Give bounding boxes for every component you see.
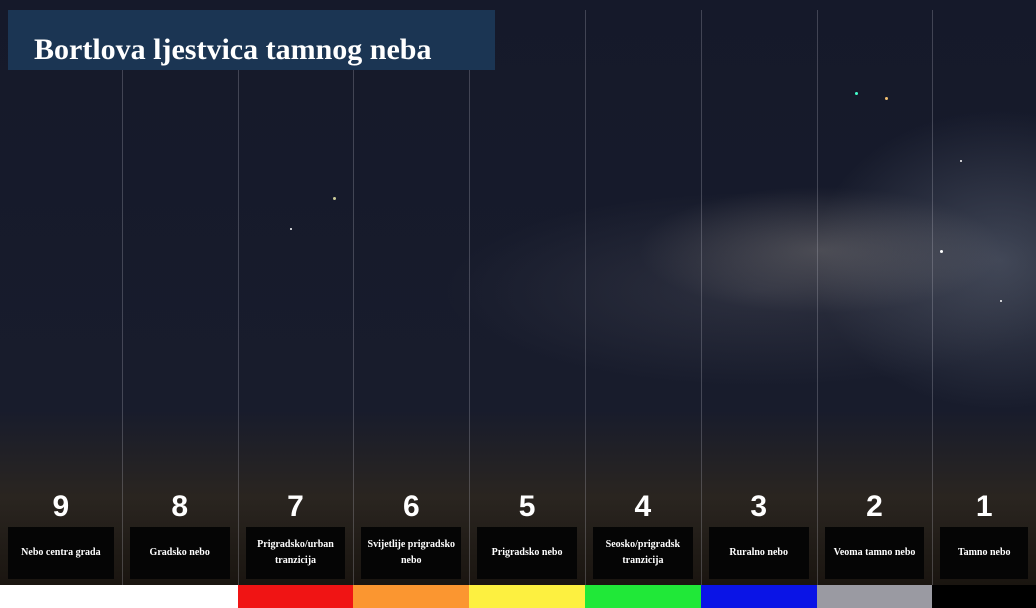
class-label: Nebo centra grada [8,527,114,579]
column-divider [353,10,354,585]
title: Bortlova ljestvica tamnog neba [34,28,431,72]
class-number: 4 [585,490,701,524]
class-label: Ruralno nebo [709,527,809,579]
column-divider [585,10,586,585]
class-label: Prigradsko nebo [477,527,577,579]
class-number: 9 [0,490,122,524]
class-label: Prigradsko/urban tranzicija [246,527,346,579]
class-label: Tamno nebo [940,527,1028,579]
color-bar [469,585,585,608]
column-divider [122,10,123,585]
class-number: 8 [122,490,238,524]
class-number: 6 [353,490,469,524]
class-label: Gradsko nebo [130,527,230,579]
class-number: 5 [469,490,585,524]
column-divider [238,10,239,585]
column-divider [817,10,818,585]
page: 9Nebo centra grada8Gradsko nebo7Prigrads… [0,0,1036,608]
color-bar [701,585,817,608]
color-bar [353,585,469,608]
class-label: Seosko/prigradsk tranzicija [593,527,693,579]
class-number: 1 [932,490,1036,524]
color-bar [122,585,238,608]
color-bar [932,585,1036,608]
class-number: 2 [817,490,933,524]
color-bar [585,585,701,608]
column-divider [469,10,470,585]
column-divider [701,10,702,585]
class-label: Svijetlije prigradsko nebo [361,527,461,579]
class-number: 3 [701,490,817,524]
column-divider [932,10,933,585]
class-label: Veoma tamno nebo [825,527,925,579]
class-number: 7 [238,490,354,524]
color-bar [0,585,122,608]
color-bar [817,585,933,608]
color-bar [238,585,354,608]
title-box: Bortlova ljestvica tamnog neba [8,10,495,70]
